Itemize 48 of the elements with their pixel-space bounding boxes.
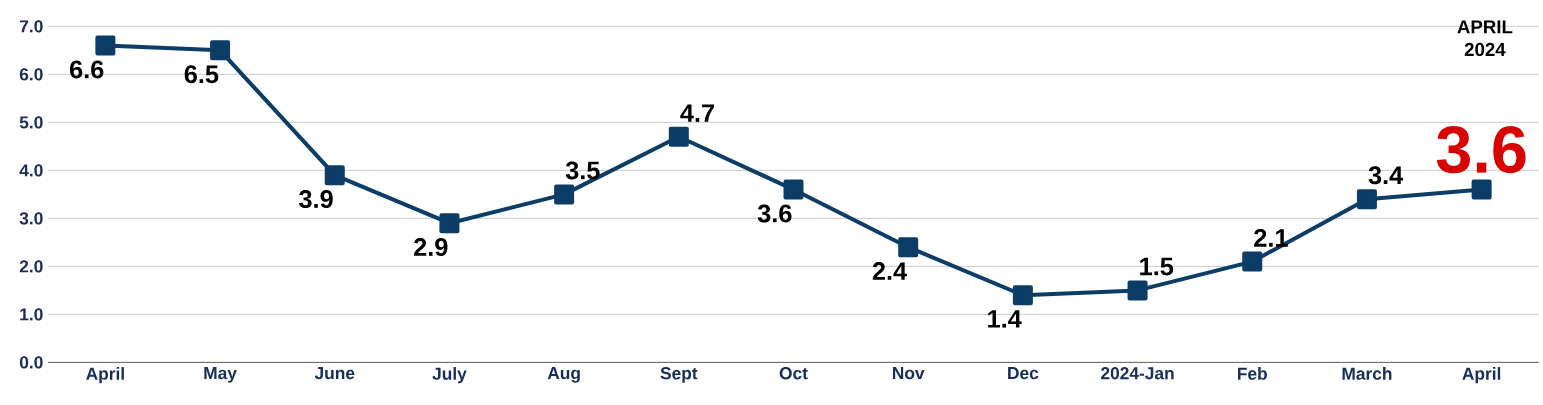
x-tick-label: June bbox=[314, 367, 355, 380]
point bbox=[898, 237, 919, 258]
data-label: 4.7 bbox=[680, 104, 714, 122]
y-tick-label: 7.0 bbox=[19, 20, 43, 33]
point bbox=[1356, 189, 1377, 210]
x-tick-label: April bbox=[1462, 367, 1501, 384]
point bbox=[439, 213, 460, 234]
point bbox=[1127, 280, 1148, 301]
point bbox=[554, 184, 575, 205]
data-label: 3.9 bbox=[299, 190, 333, 209]
x-tick-label: Sept bbox=[660, 367, 698, 383]
y-tick-label: 6.0 bbox=[19, 68, 43, 81]
y-tick-label: 3.0 bbox=[19, 212, 43, 225]
x-tick-label: Aug bbox=[547, 367, 580, 383]
y-tick-label: 2.0 bbox=[19, 260, 43, 273]
data-label: 1.5 bbox=[1140, 257, 1174, 276]
data-label: 6.6 bbox=[70, 60, 104, 79]
x-tick-label: May bbox=[204, 367, 237, 383]
y-tick-label: 4.0 bbox=[19, 164, 43, 177]
data-label: 6.5 bbox=[184, 65, 219, 84]
y-tick-label: 1.0 bbox=[20, 308, 43, 321]
x-tick-label: 2024-Jan bbox=[1101, 367, 1174, 380]
point bbox=[1242, 251, 1263, 272]
data-label: 3.5 bbox=[565, 161, 600, 180]
point bbox=[1012, 285, 1033, 306]
data-label: 1.4 bbox=[988, 310, 1022, 328]
point bbox=[95, 35, 116, 56]
y-tick-label: 0.0 bbox=[19, 356, 43, 369]
point bbox=[1471, 179, 1492, 200]
x-tick-label: Dec bbox=[1008, 367, 1039, 380]
point bbox=[783, 179, 804, 200]
data-label: 3.6 bbox=[1436, 125, 1526, 174]
annotation: APRIL 2024 bbox=[1457, 20, 1513, 57]
y-tick-label: 5.0 bbox=[19, 116, 43, 129]
point bbox=[324, 165, 345, 186]
data-label: 2.9 bbox=[414, 238, 448, 257]
x-tick-label: Nov bbox=[892, 367, 925, 380]
x-tick-label: July bbox=[432, 367, 467, 384]
x-tick-label: Feb bbox=[1237, 367, 1267, 380]
data-label: 2.1 bbox=[1254, 228, 1288, 247]
x-tick-label: March bbox=[1342, 367, 1392, 380]
point bbox=[668, 126, 689, 147]
data-label: 3.4 bbox=[1368, 166, 1404, 185]
data-label: 3.6 bbox=[757, 204, 792, 223]
point bbox=[210, 40, 231, 61]
data-label: 2.4 bbox=[872, 262, 907, 280]
x-tick-label: April bbox=[86, 367, 124, 384]
x-tick-label: Oct bbox=[779, 367, 808, 380]
